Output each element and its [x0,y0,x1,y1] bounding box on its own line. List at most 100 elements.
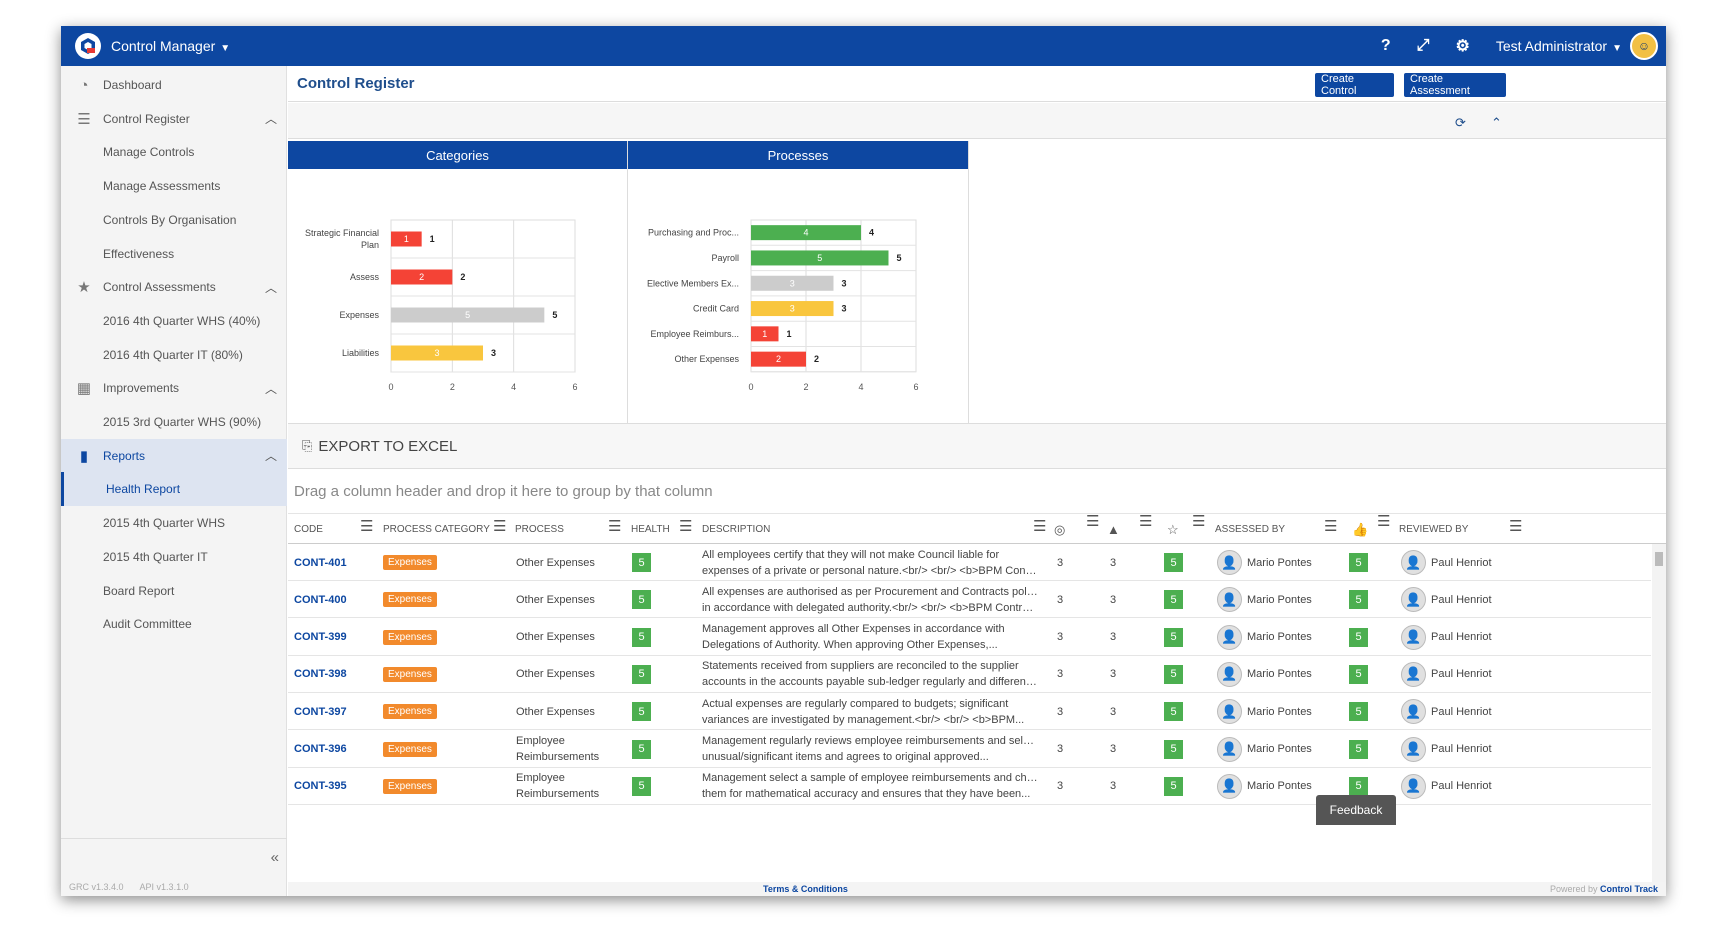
app-logo-icon[interactable] [75,33,101,59]
create-control-button[interactable]: Create Control [1315,73,1394,97]
reviewer-avatar: 👤 [1401,736,1426,762]
expand-icon[interactable]: ⤢ [1416,37,1430,54]
column-menu-icon[interactable]: ☰ [608,518,622,535]
sidebar-item-effectiveness[interactable]: Effectiveness [61,237,287,271]
reviewed-by-name[interactable]: Paul Henriot [1431,556,1492,569]
column-header-code[interactable]: CODE [294,524,323,535]
assessed-by-name[interactable]: Mario Pontes [1247,631,1312,644]
powered-brand[interactable]: Control Track [1599,884,1658,894]
export-toolbar: ⎘ EXPORT TO EXCEL [288,423,1666,469]
chevron-up-icon[interactable]: ︿ [264,112,277,127]
description-line: expenses of a private or personal nature… [702,564,1038,577]
control-code-link[interactable]: CONT-397 [294,705,347,718]
bar-inner-label: 1 [404,234,409,244]
column-header-reviewed-by[interactable]: REVIEWED BY [1399,524,1469,535]
sidebar-item-2015-4th-quarter-whs[interactable]: 2015 4th Quarter WHS [61,506,287,540]
control-code-link[interactable]: CONT-398 [294,668,347,681]
user-avatar[interactable]: ☺ [1630,32,1658,60]
sidebar-item-manage-assessments[interactable]: Manage Assessments [61,169,287,203]
control-code-link[interactable]: CONT-395 [294,780,347,793]
excel-icon[interactable]: ⎘ [302,438,313,453]
sidebar-item-controls-by-organisation[interactable]: Controls By Organisation [61,203,287,237]
column-menu-icon[interactable]: ☰ [1377,513,1391,530]
sidebar-item-2015-4th-quarter-it[interactable]: 2015 4th Quarter IT [61,540,287,574]
sidebar-item-control-assessments[interactable]: ★ Control Assessments ︿ [61,270,287,304]
refresh-icon[interactable]: ⟳ [1455,115,1466,130]
column-header-description[interactable]: DESCRIPTION [702,524,771,535]
assessed-by-name[interactable]: Mario Pontes [1247,593,1312,606]
reviewed-by-name[interactable]: Paul Henriot [1431,593,1492,606]
table-row[interactable]: CONT-401 Expenses Other Expenses 5 All e… [288,544,1651,581]
column-menu-icon[interactable]: ☰ [1086,513,1100,530]
column-header-process-category[interactable]: PROCESS CATEGORY [383,524,490,535]
help-icon[interactable]: ? [1380,37,1391,54]
chevron-up-icon[interactable]: ︿ [264,280,277,295]
health-badge: 5 [632,553,651,572]
column-menu-icon[interactable]: ☰ [1509,518,1523,535]
table-row[interactable]: CONT-398 Expenses Other Expenses 5 State… [288,656,1651,693]
assessed-by-name[interactable]: Mario Pontes [1247,705,1312,718]
assessed-by-name[interactable]: Mario Pontes [1247,780,1312,793]
user-menu[interactable]: Test Administrator ▼ [1496,38,1622,54]
create-assessment-button[interactable]: Create Assessment [1404,73,1506,97]
reviewed-by-name[interactable]: Paul Henriot [1431,780,1492,793]
sidebar-item-2016-4th-quarter-it-80[interactable]: 2016 4th Quarter IT (80%) [61,338,287,372]
column-menu-icon[interactable]: ☰ [1192,513,1206,530]
sidebar-item-board-report[interactable]: Board Report [61,574,287,608]
column-menu-icon[interactable]: ☰ [360,518,374,535]
reviewed-by-name[interactable]: Paul Henriot [1431,743,1492,755]
table-row[interactable]: CONT-399 Expenses Other Expenses 5 Manag… [288,619,1651,656]
assessed-by-name[interactable]: Mario Pontes [1247,556,1312,569]
sidebar-item-improvements[interactable]: ▦ Improvements ︿ [61,371,287,405]
control-code-link[interactable]: CONT-401 [294,556,347,569]
collapse-sidebar-icon[interactable]: « [270,849,279,866]
warning-icon[interactable]: ▲ [1107,522,1120,537]
scrollbar-thumb[interactable] [1655,552,1663,566]
control-code-link[interactable]: CONT-399 [294,631,347,644]
control-code-link[interactable]: CONT-396 [294,743,347,755]
bar-inner-label: 2 [419,272,424,282]
sidebar-item-audit-committee[interactable]: Audit Committee [61,607,287,641]
reviewed-by-name[interactable]: Paul Henriot [1431,668,1492,681]
sidebar-item-dashboard[interactable]: ◔ Dashboard [61,68,287,102]
grid-scrollbar[interactable] [1652,544,1666,882]
column-menu-icon[interactable]: ☰ [1033,518,1047,535]
main-content: Control Register Create Control Create A… [288,66,1666,896]
thumbs-up-icon[interactable]: 👍 [1352,522,1369,537]
chevron-up-icon[interactable]: ︿ [264,449,277,464]
sidebar-item-reports[interactable]: ▮ Reports ︿ [61,438,287,473]
assessed-by-name[interactable]: Mario Pontes [1247,668,1312,681]
group-drop-area[interactable]: Drag a column header and drop it here to… [288,470,1666,514]
assessed-by-name[interactable]: Mario Pontes [1247,743,1312,755]
sidebar-item-manage-controls[interactable]: Manage Controls [61,135,287,169]
collapse-up-icon[interactable]: ⌃ [1491,115,1502,130]
column-menu-icon[interactable]: ☰ [493,518,507,535]
column-menu-icon[interactable]: ☰ [679,518,693,535]
terms-link[interactable]: Terms & Conditions [763,884,848,894]
chevron-up-icon[interactable]: ︿ [264,381,277,396]
control-code-link[interactable]: CONT-400 [294,593,347,606]
app-switcher[interactable]: Control Manager ▼ [111,38,230,54]
column-header-health[interactable]: HEALTH [631,524,670,535]
column-menu-icon[interactable]: ☰ [1139,513,1153,530]
reviewed-by-name[interactable]: Paul Henriot [1431,631,1492,644]
reviewed-by-name[interactable]: Paul Henriot [1431,705,1492,718]
gear-icon[interactable]: ⚙ [1455,38,1470,55]
table-row[interactable]: CONT-395 Expenses Employee Reimbursements… [288,768,1651,805]
target-icon[interactable]: ◎ [1054,522,1066,537]
table-row[interactable]: CONT-400 Expenses Other Expenses 5 All e… [288,581,1651,619]
feedback-button[interactable]: Feedback [1316,795,1396,825]
table-row[interactable]: CONT-396 Expenses Employee Reimbursements… [288,731,1651,768]
column-menu-icon[interactable]: ☰ [1324,518,1338,535]
bar-value-label: 3 [491,348,496,358]
sidebar-item-control-register[interactable]: ☰ Control Register ︿ [61,102,287,136]
column-header-assessed-by[interactable]: ASSESSED BY [1215,524,1286,535]
approval-badge: 5 [1349,739,1368,759]
star-icon[interactable]: ☆ [1167,522,1179,537]
sidebar-item-2016-4th-quarter-whs-40[interactable]: 2016 4th Quarter WHS (40%) [61,304,287,338]
sidebar-item-health-report[interactable]: Health Report [61,472,287,507]
sidebar-item-2015-3rd-quarter-whs-90[interactable]: 2015 3rd Quarter WHS (90%) [61,405,287,439]
table-row[interactable]: CONT-397 Expenses Other Expenses 5 Actua… [288,693,1651,731]
column-header-process[interactable]: PROCESS [515,524,564,535]
export-to-excel-button[interactable]: EXPORT TO EXCEL [318,437,458,455]
